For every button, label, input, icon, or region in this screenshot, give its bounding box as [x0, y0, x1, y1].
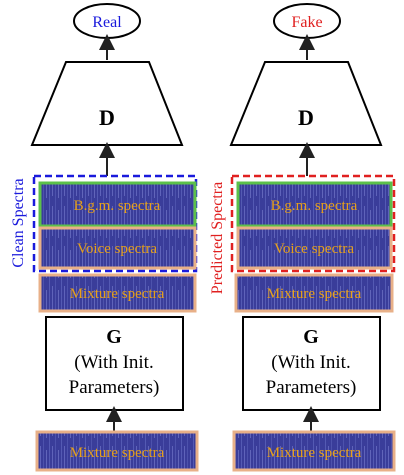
- left-mixture-spectra: [38, 273, 197, 313]
- right-input-mixture-spectra: [232, 430, 396, 472]
- right-dashed-box: [230, 174, 396, 273]
- left-bgm-label: B.g.m. spectra: [74, 198, 161, 214]
- left-generator-sub2: Parameters): [69, 377, 160, 398]
- left-side-label: Clean Spectra: [10, 178, 27, 267]
- right-output-label: Fake: [291, 14, 322, 31]
- right-bgm-label: B.g.m. spectra: [271, 198, 358, 214]
- right-discriminator-label: D: [298, 105, 314, 130]
- left-voice-label: Voice spectra: [77, 241, 157, 257]
- right-bgm-spectra: [236, 181, 393, 228]
- left-generator: [45, 316, 184, 411]
- left-bgm-spectra: [38, 181, 197, 228]
- left-output-label: Real: [92, 14, 122, 31]
- right-side-label: Predicted Spectra: [209, 182, 226, 294]
- left-generator-sub1: (With Init.: [74, 352, 153, 373]
- right-generator-sub1: (With Init.: [271, 352, 350, 373]
- right-discriminator: [229, 61, 383, 146]
- left-discriminator: [30, 61, 184, 146]
- right-generator-label: G: [303, 326, 319, 348]
- left-mixture-label: Mixture spectra: [70, 286, 165, 302]
- left-generator-label: G: [106, 326, 122, 348]
- left-voice-spectra: [38, 226, 197, 270]
- left-column: Real D Clean Spectra B.g.m. spectra Voic…: [10, 3, 199, 472]
- left-input-mixture-label: Mixture spectra: [70, 445, 165, 461]
- right-mixture-label: Mixture spectra: [267, 286, 362, 302]
- right-input-mixture-label: Mixture spectra: [267, 445, 362, 461]
- right-voice-spectra: [236, 226, 393, 270]
- right-generator-sub2: Parameters): [266, 377, 357, 398]
- right-voice-label: Voice spectra: [274, 241, 354, 257]
- left-input-mixture-spectra: [35, 430, 199, 472]
- left-discriminator-label: D: [99, 105, 115, 130]
- right-column: Fake D Predicted Spectra B.g.m. spectra …: [209, 3, 396, 472]
- right-mixture-spectra: [234, 273, 394, 313]
- right-generator: [242, 316, 381, 411]
